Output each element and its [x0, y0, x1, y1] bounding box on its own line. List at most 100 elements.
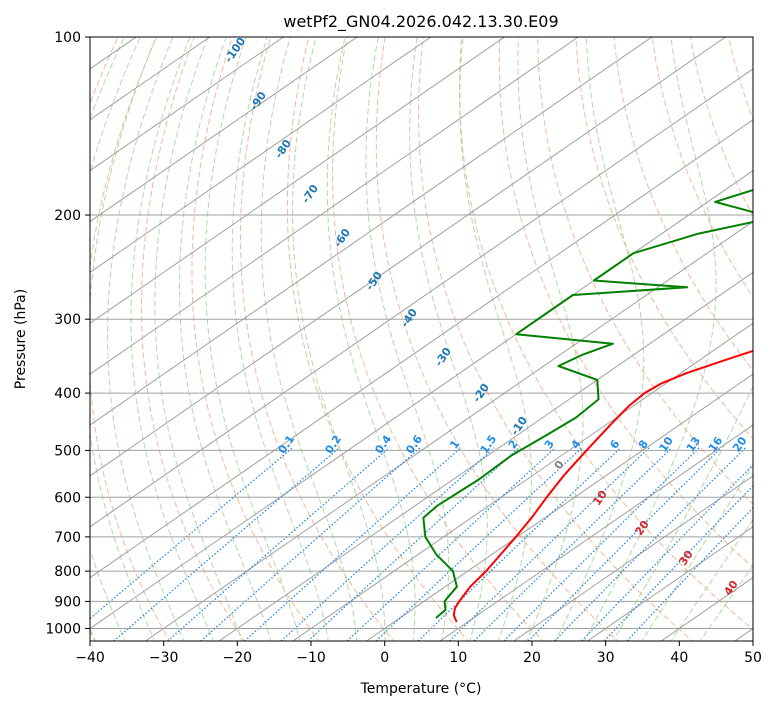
x-tick-label: −10	[296, 650, 326, 666]
dry-adiabat	[418, 37, 694, 641]
mixing-ratio-line	[90, 447, 293, 620]
moist-adiabat-label: 40	[721, 578, 741, 598]
dry-adiabat	[537, 37, 753, 505]
moist-adiabat-label: 0	[552, 458, 567, 472]
dry-adiabat	[90, 37, 119, 641]
y-axis-label: Pressure (hPa)	[13, 289, 29, 389]
plot-frame	[89, 36, 754, 642]
dry-adiabat	[727, 37, 753, 121]
moist-adiabat	[641, 463, 753, 641]
isotherm	[513, 475, 753, 641]
isotherm	[90, 37, 505, 324]
x-axis-label: Temperature (°C)	[360, 681, 482, 697]
y-tick-label: 900	[54, 594, 81, 610]
x-tick-label: 30	[597, 650, 615, 666]
moist-adiabat	[204, 37, 301, 641]
mixing-ratio-label: 10	[657, 434, 677, 454]
isotherm	[90, 37, 653, 426]
mixing-ratio-line	[580, 464, 753, 641]
moist-adiabat	[90, 37, 125, 641]
moist-adiabat	[409, 37, 488, 641]
mixing-ratio-label: 8	[636, 438, 651, 452]
y-tick-label: 800	[54, 564, 81, 580]
mixing-ratio-label: 0.6	[403, 432, 425, 456]
mixing-ratio-label: 16	[706, 434, 726, 454]
mixing-ratio-label: 0.4	[372, 432, 394, 456]
isotherm	[90, 119, 753, 579]
pressure-gridlines	[90, 37, 753, 629]
moist-adiabat	[326, 37, 416, 641]
dry-adiabat-label: -90	[247, 89, 269, 113]
isotherm	[90, 37, 358, 223]
x-tick-label: 40	[670, 650, 688, 666]
mixing-ratio-label: 2	[506, 438, 521, 452]
dry-adiabat-label: -60	[331, 226, 353, 250]
isotherm	[145, 220, 753, 641]
dry-adiabat-label: -30	[432, 345, 454, 369]
y-tick-label: 100	[54, 30, 81, 46]
mixing-ratio-line	[448, 447, 650, 641]
dry-adiabat-label: -50	[363, 269, 385, 293]
isotherm	[90, 37, 284, 172]
dry-adiabat-label: -70	[299, 182, 321, 206]
moist-adiabat	[583, 37, 717, 641]
dewpoint-profile	[422, 189, 753, 619]
isotherm	[218, 271, 753, 641]
mixing-ratio-label: 13	[684, 434, 703, 454]
isotherm	[90, 68, 753, 528]
moist-adiabat	[612, 384, 753, 641]
profiles	[422, 189, 753, 623]
mixing-ratio-line	[375, 447, 583, 641]
moist-adiabat	[292, 37, 386, 641]
x-tick-label: −30	[149, 650, 179, 666]
y-tick-label: 400	[54, 386, 81, 402]
mixing-ratio-label: 0.2	[322, 433, 344, 456]
mixing-ratio-line	[243, 447, 462, 641]
x-tick-label: 10	[449, 650, 467, 666]
mixing-ratio-line	[553, 447, 746, 641]
dry-adiabat	[458, 37, 753, 631]
isotherm	[90, 37, 579, 375]
isotherm	[439, 424, 753, 641]
dry-adiabat	[498, 37, 753, 569]
isotherm	[90, 37, 726, 477]
mixing-ratio-line	[199, 447, 421, 641]
mixing-ratio-line	[306, 447, 520, 641]
y-tick-label: 600	[54, 490, 81, 506]
moist-adiabat	[231, 37, 329, 641]
dry-adiabat	[240, 37, 395, 641]
mixing-ratio-label: 1.5	[478, 433, 500, 456]
x-tick-label: −40	[75, 650, 105, 666]
mixing-ratio-label: 3	[542, 438, 557, 452]
moist-adiabat-label: 20	[632, 518, 652, 538]
dry-adiabat	[613, 37, 753, 372]
mixing-ratio-line	[626, 506, 753, 641]
mixing-ratio-label: 6	[607, 437, 622, 451]
moist-adiabat	[179, 37, 272, 641]
isotherm	[90, 170, 753, 630]
dry-adiabat	[141, 37, 245, 641]
mixing-ratio-line	[503, 447, 700, 641]
moist-adiabat	[90, 37, 141, 641]
dry-adiabat	[651, 37, 753, 298]
dry-adiabat-label: -40	[398, 306, 420, 330]
dry-adiabat	[575, 37, 753, 440]
chart-title: wetPf2_GN04.2026.042.13.30.E09	[283, 12, 558, 32]
moist-adiabat-label: 10	[590, 488, 610, 508]
moist-adiabat	[699, 564, 753, 641]
dry-adiabat	[763, 24, 775, 644]
moist-adiabat	[260, 37, 358, 641]
y-axis: 100 200 300 400 500 600 700 800 900 1000	[45, 30, 90, 637]
moist-adiabat	[365, 37, 450, 641]
moist-adiabat	[517, 37, 584, 641]
temperature-profile	[452, 349, 753, 623]
moist-adiabat	[554, 37, 645, 641]
y-tick-label: 700	[54, 530, 81, 546]
mixing-ratio-line	[346, 447, 556, 641]
dry-adiabat	[191, 37, 320, 641]
mixing-ratio-line	[280, 447, 495, 641]
x-tick-label: 50	[744, 650, 762, 666]
x-tick-label: −20	[223, 650, 253, 666]
x-tick-label: 20	[523, 650, 541, 666]
